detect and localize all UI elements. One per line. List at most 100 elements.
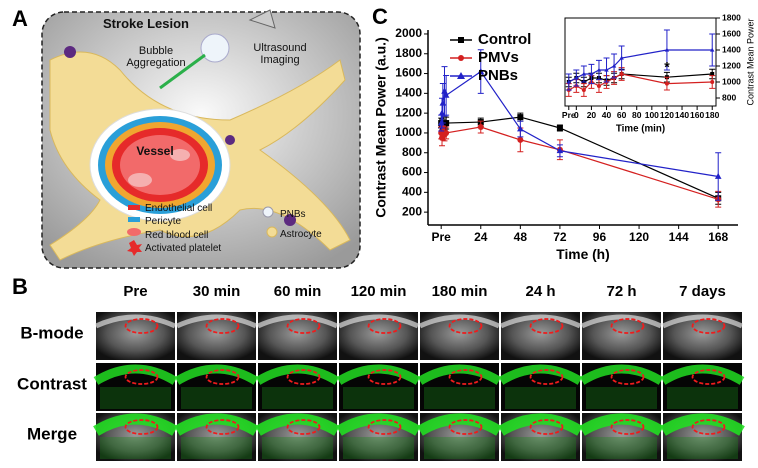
x-axis-label: Time (min) bbox=[616, 123, 665, 134]
x-tick-label: 20 bbox=[587, 110, 597, 120]
marker bbox=[443, 120, 450, 127]
legend-marker bbox=[457, 72, 465, 79]
column-header: 120 min bbox=[351, 283, 407, 300]
marker bbox=[517, 114, 524, 121]
contrast-speckle bbox=[262, 387, 333, 409]
x-tick-label: Pre bbox=[432, 230, 452, 244]
marker bbox=[596, 67, 602, 72]
contrast-arc bbox=[660, 413, 745, 436]
contrast-speckle bbox=[181, 387, 252, 409]
contrast-arc bbox=[93, 413, 178, 436]
column-header: 72 h bbox=[606, 283, 636, 300]
y-tick-label: 200 bbox=[402, 204, 422, 218]
y-tick-label: 1800 bbox=[722, 12, 741, 22]
lesion-roi bbox=[529, 369, 564, 385]
y-tick-label: 1000 bbox=[395, 125, 422, 139]
marker bbox=[442, 91, 450, 98]
marker bbox=[611, 63, 617, 68]
legend-label: Control bbox=[478, 31, 531, 48]
y-axis-label: Contrast Mean Power (a.u.) bbox=[373, 37, 389, 217]
marker bbox=[710, 47, 715, 52]
contrast-arc bbox=[255, 364, 340, 385]
y-tick-label: 1200 bbox=[395, 105, 422, 119]
lesion-roi bbox=[367, 419, 402, 435]
legend-marker bbox=[458, 37, 464, 43]
contrast-arc bbox=[417, 413, 502, 436]
contrast-arc bbox=[93, 364, 178, 385]
legend-marker bbox=[458, 55, 464, 61]
marker bbox=[619, 72, 624, 76]
y-tick-label: 1600 bbox=[722, 28, 741, 38]
contrast-arc bbox=[498, 364, 583, 385]
legend-a-right: PNBs Astrocyte bbox=[280, 205, 322, 245]
contrast-arc bbox=[579, 364, 664, 385]
lesion-roi bbox=[124, 419, 159, 435]
y-tick-label: 800 bbox=[402, 145, 422, 159]
contrast-speckle bbox=[181, 437, 252, 459]
legend-label: PMVs bbox=[478, 49, 519, 66]
lesion-roi bbox=[286, 369, 321, 385]
marker bbox=[596, 84, 601, 88]
tissue-arc bbox=[499, 314, 582, 329]
marker bbox=[439, 99, 447, 106]
y-tick-label: 1600 bbox=[395, 66, 422, 80]
lesion-roi bbox=[691, 318, 726, 334]
tissue-arc bbox=[175, 314, 258, 329]
tissue-arc bbox=[337, 314, 420, 329]
marker bbox=[664, 47, 670, 52]
contrast-speckle bbox=[586, 437, 657, 459]
lesion-roi bbox=[610, 318, 645, 334]
y-axis-label: Contrast Mean Power bbox=[745, 18, 755, 105]
series-line bbox=[568, 73, 713, 83]
marker bbox=[574, 75, 579, 80]
x-tick-label: 72 bbox=[553, 230, 567, 244]
x-tick-label: 168 bbox=[708, 230, 728, 244]
y-tick-label: 1200 bbox=[722, 60, 741, 70]
x-tick-label: 40 bbox=[602, 110, 612, 120]
column-header: 30 min bbox=[193, 283, 241, 300]
x-tick-label: 120 bbox=[660, 110, 674, 120]
contrast-speckle bbox=[667, 387, 738, 409]
lesion-roi bbox=[286, 318, 321, 334]
marker bbox=[664, 81, 669, 86]
contrast-speckle bbox=[343, 437, 414, 459]
legend-label: PNBs bbox=[478, 67, 518, 84]
column-header: 180 min bbox=[432, 283, 488, 300]
plot-frame bbox=[564, 17, 717, 107]
contrast-speckle bbox=[424, 437, 495, 459]
contrast-speckle bbox=[100, 437, 171, 459]
contrast-arc bbox=[660, 364, 745, 385]
column-header: 60 min bbox=[274, 283, 322, 300]
marker bbox=[566, 79, 571, 84]
contrast-arc bbox=[174, 413, 259, 436]
lesion-roi bbox=[529, 318, 564, 334]
x-tick-label: 180 bbox=[705, 110, 719, 120]
contrast-speckle bbox=[667, 437, 738, 459]
marker bbox=[710, 80, 715, 84]
panel-letter: A bbox=[12, 6, 28, 31]
marker bbox=[589, 71, 594, 76]
panel-a-art bbox=[41, 9, 361, 269]
legend-a: Endothelial cell Pericyte Red blood cell… bbox=[145, 202, 221, 255]
x-tick-label: 0 bbox=[574, 110, 579, 120]
lesion-roi bbox=[448, 369, 483, 385]
x-tick-label: 24 bbox=[474, 230, 488, 244]
imaging-label: Ultrasound Imaging bbox=[253, 42, 307, 66]
marker bbox=[477, 124, 484, 131]
y-tick-label: 1400 bbox=[395, 86, 422, 100]
marker bbox=[581, 88, 586, 92]
tissue-arc bbox=[418, 314, 501, 329]
row-label: Merge bbox=[27, 424, 77, 443]
lesion-roi bbox=[124, 318, 159, 334]
series-line bbox=[440, 126, 719, 200]
lesion-roi bbox=[529, 419, 564, 435]
row-label: B-mode bbox=[20, 323, 83, 342]
marker bbox=[556, 124, 563, 131]
contrast-arc bbox=[336, 364, 421, 385]
contrast-speckle bbox=[505, 387, 576, 409]
marker bbox=[517, 136, 524, 143]
marker bbox=[443, 129, 450, 136]
lesion-roi bbox=[610, 369, 645, 385]
